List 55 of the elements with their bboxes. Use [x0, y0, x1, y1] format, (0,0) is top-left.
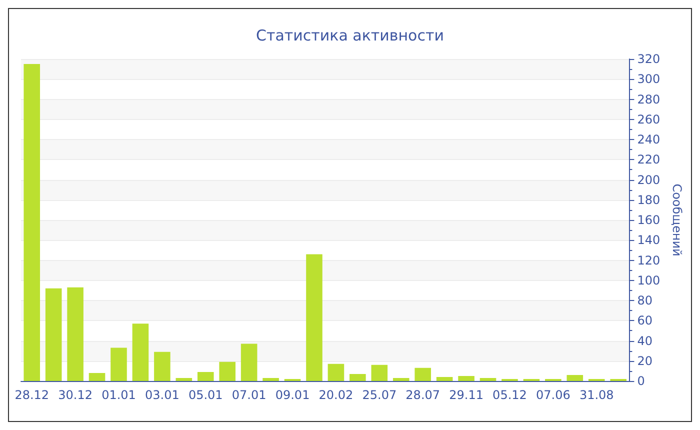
- x-tick-label: 30.12: [58, 388, 92, 402]
- bar: [436, 376, 453, 381]
- y-axis-title: Сообщений: [670, 184, 684, 256]
- bar: [45, 288, 62, 381]
- y-tick-label: 180: [637, 192, 660, 207]
- bar: [371, 364, 388, 381]
- y-tick-label: 300: [637, 72, 660, 86]
- y-tick-label: 80: [637, 294, 652, 308]
- y-tick-label: 60: [637, 314, 652, 328]
- bar: [566, 374, 584, 381]
- x-tick-label: 28.07: [406, 388, 440, 402]
- bar: [132, 324, 149, 381]
- y-tick-label: 120: [637, 253, 660, 268]
- y-tick-label: 140: [637, 233, 660, 248]
- bar: [240, 344, 258, 381]
- bar: [88, 372, 106, 381]
- x-tick-label: 25.07: [362, 388, 397, 402]
- bar: [219, 362, 236, 381]
- bar: [176, 378, 192, 381]
- x-tick-label: 28.12: [14, 388, 50, 402]
- x-tick-label: 05.01: [188, 388, 223, 402]
- bar: [154, 352, 170, 381]
- y-tick-label: 100: [637, 273, 660, 288]
- y-tick-label: 240: [637, 132, 660, 146]
- bar: [24, 64, 40, 381]
- bar: [328, 364, 344, 381]
- bar: [306, 254, 322, 381]
- y-tick-label: 260: [637, 112, 660, 126]
- x-tick-label: 03.01: [145, 388, 180, 402]
- x-tick-label: 07.06: [536, 388, 570, 402]
- x-tick-label: 07.01: [232, 388, 266, 402]
- x-tick-label: 05.12: [492, 388, 527, 402]
- y-tick-label: 0: [637, 374, 645, 388]
- x-tick-label: 29.11: [449, 388, 484, 402]
- x-tick-label: 09.01: [275, 388, 310, 402]
- bar: [110, 348, 127, 381]
- bar: [67, 287, 84, 381]
- y-tick-label: 160: [637, 213, 660, 227]
- bar: [350, 374, 366, 381]
- bar: [392, 378, 410, 381]
- y-tick-label: 320: [637, 52, 660, 66]
- bar: [262, 378, 279, 381]
- bar: [414, 368, 431, 381]
- x-tick-label: 31.08: [579, 388, 614, 402]
- bar: [197, 372, 214, 381]
- y-tick-label: 220: [637, 152, 660, 167]
- y-tick-label: 280: [637, 92, 660, 106]
- chart-title: Статистика активности: [256, 26, 444, 44]
- x-tick-label: 01.01: [102, 388, 136, 402]
- y-tick-label: 20: [637, 354, 652, 368]
- x-tick-label: 20.02: [318, 388, 354, 402]
- bar: [458, 376, 474, 381]
- y-tick-label: 200: [637, 172, 660, 187]
- y-tick-label: 40: [637, 334, 652, 348]
- bar: [480, 378, 496, 381]
